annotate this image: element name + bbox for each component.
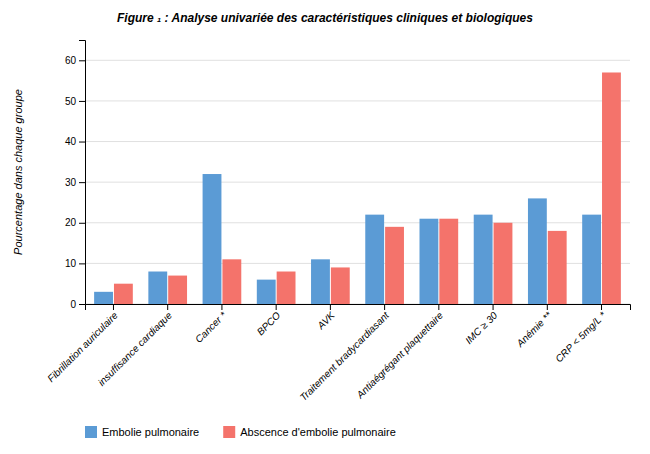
legend-item: Abscence d'embolie pulmonaire: [223, 426, 396, 438]
grid-line: [85, 60, 630, 61]
bar-series: [94, 174, 601, 304]
y-axis: 0 10 20 30 40 50 60: [65, 41, 86, 310]
legend-label: Abscence d'embolie pulmonaire: [240, 426, 396, 438]
bar: [203, 174, 222, 304]
bar: [168, 276, 187, 304]
y-tick-label: 40: [65, 136, 77, 147]
x-tick: Traitement bradycardiasant: [298, 304, 392, 403]
bar: [602, 72, 621, 304]
x-tick-label: AVK: [314, 309, 337, 332]
x-tick-line: [547, 304, 548, 310]
bar: [582, 215, 601, 304]
y-tick: 30: [65, 177, 85, 188]
x-tick: insuffisance cardiaque: [96, 304, 174, 388]
bar: [222, 259, 241, 304]
bars: [94, 72, 621, 304]
bar: [474, 215, 493, 304]
y-axis-title: Pourcentage dans chaque groupe: [12, 89, 24, 255]
grid: [85, 60, 630, 304]
grid-line: [85, 222, 630, 223]
x-tick-label: Antiaégrégant plaquettaire: [354, 309, 446, 401]
x-tick-label: Cancer *: [193, 309, 229, 345]
y-tick-line: [79, 60, 85, 61]
y-tick-label: 50: [65, 96, 77, 107]
x-tick: Anémie **: [514, 304, 555, 350]
x-tick-line: [221, 304, 222, 310]
bar: [439, 219, 458, 304]
x-tick-line: [330, 304, 331, 310]
y-tick: 60: [65, 55, 85, 66]
chart: 0 10 20 30 40 50 60 Fibrillation auriculaireins…: [0, 0, 650, 454]
y-tick: 10: [65, 258, 85, 269]
legend-swatch: [223, 426, 235, 438]
x-tick: BPCO: [255, 304, 283, 337]
bar: [94, 292, 113, 304]
y-tick: 20: [65, 217, 85, 228]
x-tick-label: Anémie **: [514, 309, 555, 350]
y-tick-label: 20: [65, 217, 77, 228]
y-tick-line: [79, 182, 85, 183]
y-tick-label: 0: [70, 299, 76, 310]
bar: [548, 231, 567, 304]
x-tick-label: CRP < 5mg/L *: [553, 309, 609, 365]
bar: [494, 223, 513, 304]
bar: [528, 198, 547, 304]
bar: [277, 272, 296, 304]
y-tick-line: [79, 223, 85, 224]
legend-swatch: [85, 426, 97, 438]
grid-line: [85, 182, 630, 183]
x-tick-line: [601, 304, 602, 310]
y-axis-line: [79, 41, 86, 305]
title: Figure ₁ : Analyse univariée des caracté…: [117, 11, 533, 25]
x-axis: Fibrillation auriculaireinsuffisance car…: [45, 304, 630, 403]
y-tick-line: [79, 263, 85, 264]
y-tick-label: 10: [65, 258, 77, 269]
y-tick-label: 30: [65, 177, 77, 188]
x-tick-line: [113, 304, 114, 310]
x-tick: IMC ≥ 30: [463, 304, 500, 346]
bar: [311, 259, 330, 304]
y-tick-line: [79, 101, 85, 102]
legend-label: Embolie pulmonaire: [102, 426, 199, 438]
x-tick-line: [384, 304, 385, 310]
bar: [148, 272, 167, 304]
plot: 0 10 20 30 40 50 60 Fibrillation auriculaireins…: [45, 41, 630, 403]
grid-line: [85, 141, 630, 142]
grid-line: [85, 100, 630, 101]
x-tick-label: BPCO: [255, 310, 283, 338]
y-tick-line: [79, 304, 85, 305]
y-tick: 0: [70, 299, 85, 310]
x-tick: Cancer *: [193, 304, 229, 345]
bar: [365, 215, 384, 304]
y-tick: 50: [65, 96, 85, 107]
legend: Embolie pulmonaire Abscence d'embolie pul…: [85, 426, 396, 438]
x-tick: AVK: [314, 304, 337, 332]
x-tick-label: Traitement bradycardiasant: [298, 309, 392, 403]
x-tick-line: [493, 304, 494, 310]
bar: [114, 284, 133, 304]
bar: [419, 219, 438, 304]
x-tick-line: [276, 304, 277, 310]
bar: [331, 267, 350, 304]
x-axis-line: [86, 305, 631, 311]
x-tick-line: [167, 304, 168, 310]
y-tick-label: 60: [65, 55, 77, 66]
bar: [385, 227, 404, 304]
x-tick-label: IMC ≥ 30: [463, 309, 500, 346]
y-tick-line: [79, 142, 85, 143]
y-tick: 40: [65, 136, 85, 147]
x-tick: CRP < 5mg/L *: [553, 304, 609, 364]
x-tick-label: insuffisance cardiaque: [96, 309, 174, 387]
legend-item: Embolie pulmonaire: [85, 426, 199, 438]
x-tick-line: [438, 304, 439, 310]
bar: [257, 280, 276, 304]
bar-series: [114, 72, 621, 304]
x-tick: Antiaégrégant plaquettaire: [354, 304, 446, 401]
